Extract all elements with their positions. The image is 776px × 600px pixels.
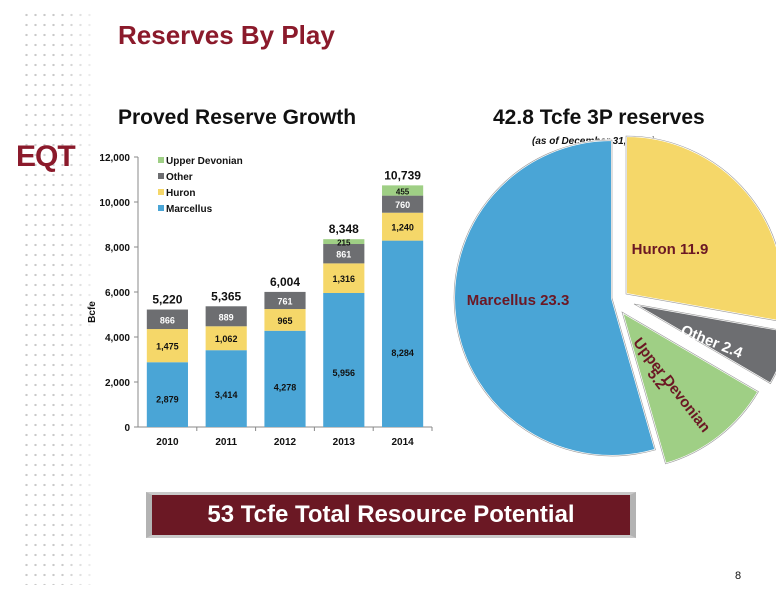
bar-data-label: 455: [396, 187, 410, 196]
bar-data-label: 4,278: [274, 382, 297, 392]
pie-label-marcellus: Marcellus 23.3: [467, 292, 570, 309]
bar-data-label: 760: [395, 200, 410, 210]
bar-total-label: 5,220: [152, 293, 182, 307]
bar-segment-marcellus: [146, 362, 188, 427]
bar-data-label: 2,879: [156, 394, 179, 404]
bar-segment-huron: [264, 309, 306, 331]
y-tick-label: 10,000: [99, 198, 130, 209]
dot-grid-fade: [18, 0, 98, 600]
bar-data-label: 1,475: [156, 342, 179, 352]
y-tick-label: 12,000: [99, 153, 130, 164]
pie-slice-huron: [625, 134, 776, 322]
bar-data-label: 5,956: [333, 368, 356, 378]
bar-segment-marcellus: [264, 330, 306, 427]
bar-segment-huron: [323, 263, 365, 293]
x-tick-label: 2011: [215, 437, 237, 448]
bar-segment-huron: [382, 212, 424, 241]
eqt-logo: EQT: [16, 140, 76, 173]
bar-data-label: 889: [219, 312, 234, 322]
pie-chart-title: 42.8 Tcfe 3P reserves: [493, 106, 705, 129]
bar-segment-upper-devonian: [323, 239, 365, 245]
bar-total-label: 5,365: [211, 289, 241, 303]
bar-segment-marcellus: [205, 350, 247, 427]
y-axis-label: Bcfe: [87, 301, 98, 323]
legend-swatch: [158, 173, 164, 179]
bar-data-label: 965: [277, 316, 292, 326]
legend-label: Marcellus: [166, 204, 213, 215]
resource-potential-banner: 53 Tcfe Total Resource Potential: [146, 492, 636, 538]
bar-segment-upper-devonian: [382, 185, 424, 196]
pie-slice-outline: [625, 135, 776, 322]
legend-label: Huron: [166, 188, 195, 199]
bar-data-label: 3,414: [215, 390, 238, 400]
bar-data-label: 866: [160, 315, 175, 325]
x-tick-label: 2014: [391, 437, 414, 448]
bar-data-label: 215: [337, 239, 351, 248]
page-number: 8: [735, 570, 742, 582]
bar-segment-other: [323, 244, 365, 264]
pie-slice-outline: [621, 311, 759, 465]
y-tick-label: 4,000: [105, 333, 130, 344]
y-tick-label: 8,000: [105, 243, 130, 254]
bar-total-label: 6,004: [270, 275, 300, 289]
bar-data-label: 761: [277, 296, 292, 306]
bar-total-label: 8,348: [329, 222, 359, 236]
x-tick-label: 2013: [333, 437, 356, 448]
x-tick-label: 2012: [274, 437, 297, 448]
bar-data-label: 8,284: [391, 348, 414, 358]
bar-chart-title: Proved Reserve Growth: [118, 106, 357, 129]
y-tick-label: 0: [124, 423, 130, 434]
bar-data-label: 1,240: [391, 223, 414, 233]
bar-segment-other: [146, 309, 188, 330]
bar-data-label: 861: [336, 250, 351, 260]
bar-segment-marcellus: [323, 292, 365, 427]
legend-swatch: [158, 157, 164, 163]
pie-label-huron: Huron 11.9: [632, 241, 709, 258]
pie-slice-outline: [633, 303, 776, 385]
bar-segment-marcellus: [382, 240, 424, 427]
legend-swatch: [158, 189, 164, 195]
bar-segment-other: [382, 195, 424, 213]
bar-segment-huron: [146, 329, 188, 363]
bar-segment-other: [264, 291, 306, 310]
page-title: Reserves By Play: [118, 20, 335, 50]
bar-segment-huron: [205, 326, 247, 351]
bar-total-label: 10,739: [384, 168, 421, 182]
pie-slice-outline: [453, 139, 656, 457]
bar-data-label: 1,062: [215, 334, 238, 344]
x-tick-label: 2010: [156, 437, 179, 448]
y-tick-label: 6,000: [105, 288, 130, 299]
legend-label: Other: [166, 172, 193, 183]
y-tick-label: 2,000: [105, 378, 130, 389]
bar-data-label: 1,316: [333, 274, 356, 284]
bar-segment-other: [205, 306, 247, 327]
legend-swatch: [158, 205, 164, 211]
legend-label: Upper Devonian: [166, 156, 243, 167]
